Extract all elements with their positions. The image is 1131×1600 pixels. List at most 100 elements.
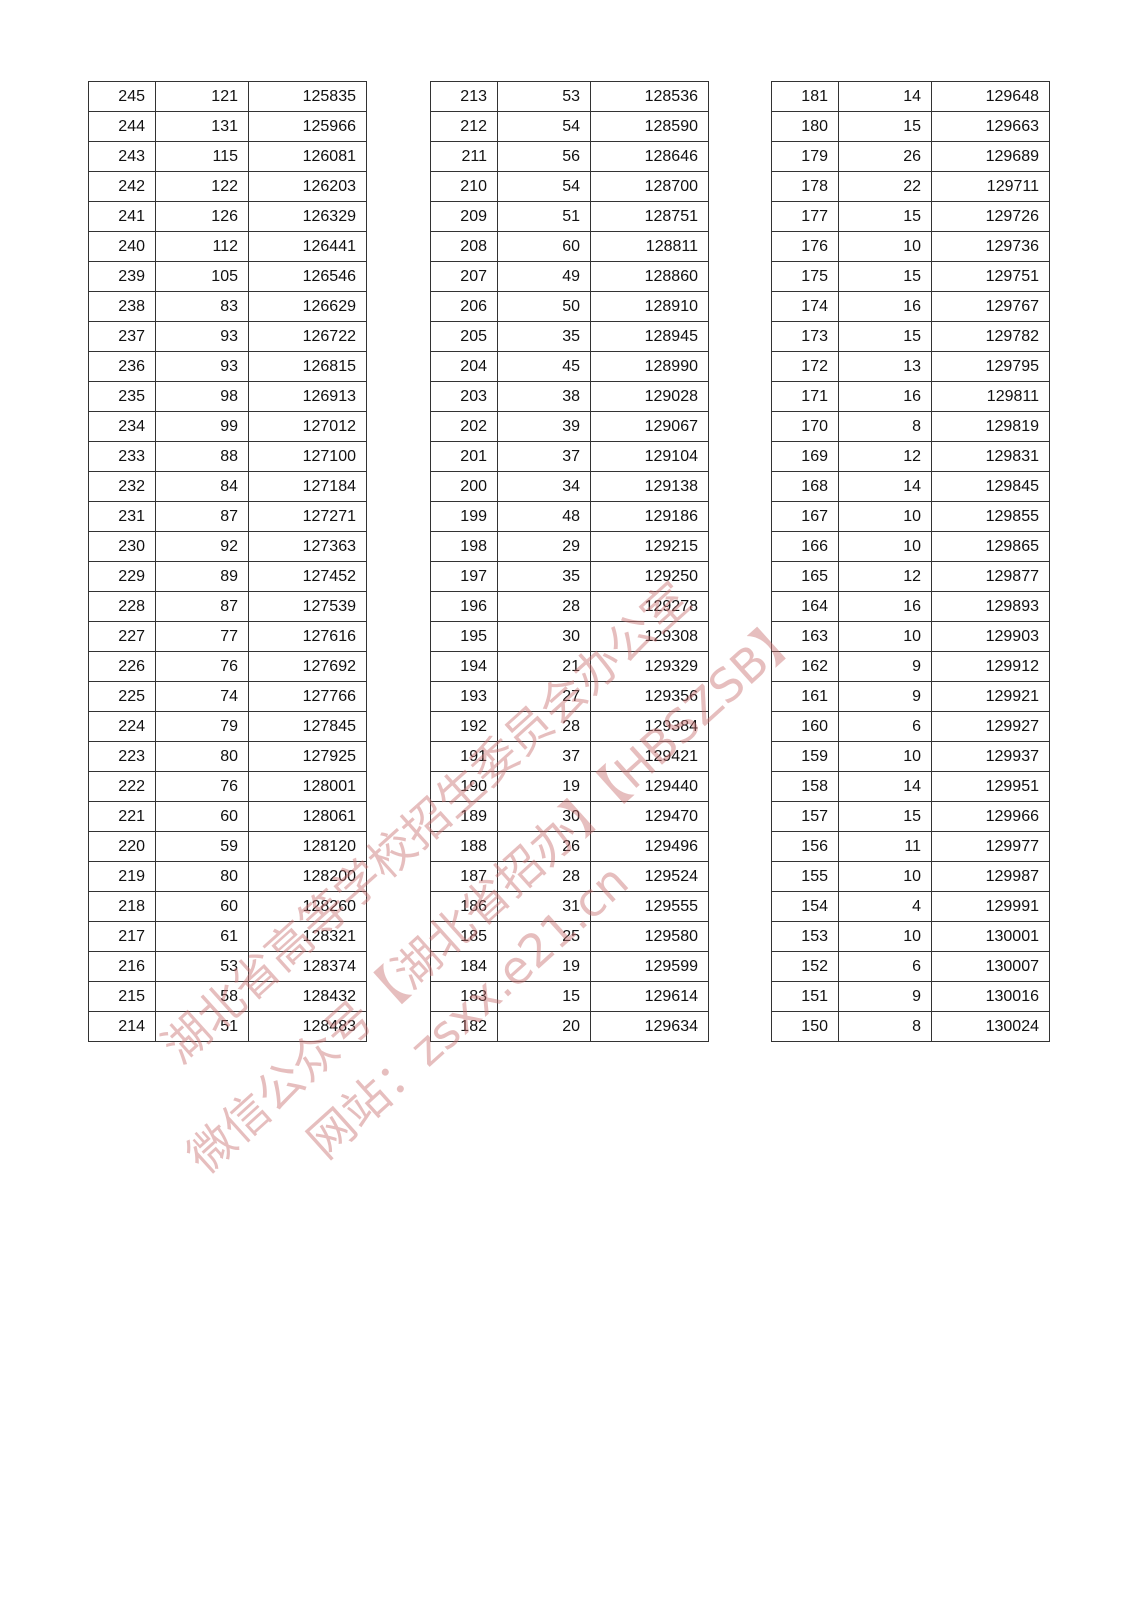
score-cell: 237 xyxy=(88,321,156,352)
cumulative-cell: 129795 xyxy=(931,351,1050,382)
table-row: 222 76 128001 xyxy=(88,771,367,802)
cumulative-cell: 127184 xyxy=(248,471,367,502)
count-cell: 80 xyxy=(155,861,249,892)
cumulative-cell: 129648 xyxy=(931,81,1050,112)
table-row: 180 15 129663 xyxy=(771,111,1050,142)
cumulative-cell: 128200 xyxy=(248,861,367,892)
table-row: 231 87 127271 xyxy=(88,501,367,532)
count-cell: 19 xyxy=(497,951,591,982)
score-cell: 220 xyxy=(88,831,156,862)
count-cell: 30 xyxy=(497,801,591,832)
score-cell: 207 xyxy=(430,261,498,292)
count-cell: 15 xyxy=(838,321,932,352)
cumulative-cell: 128260 xyxy=(248,891,367,922)
count-cell: 105 xyxy=(155,261,249,292)
score-cell: 169 xyxy=(771,441,839,472)
table-row: 211 56 128646 xyxy=(430,141,709,172)
score-cell: 179 xyxy=(771,141,839,172)
table-row: 200 34 129138 xyxy=(430,471,709,502)
count-cell: 77 xyxy=(155,621,249,652)
score-cell: 182 xyxy=(430,1011,498,1042)
cumulative-cell: 129751 xyxy=(931,261,1050,292)
count-cell: 16 xyxy=(838,291,932,322)
count-cell: 12 xyxy=(838,561,932,592)
cumulative-cell: 129278 xyxy=(590,591,709,622)
table-row: 232 84 127184 xyxy=(88,471,367,502)
table-row: 194 21 129329 xyxy=(430,651,709,682)
count-cell: 31 xyxy=(497,891,591,922)
table-row: 153 10 130001 xyxy=(771,921,1050,952)
score-cell: 196 xyxy=(430,591,498,622)
table-row: 235 98 126913 xyxy=(88,381,367,412)
table-row: 151 9 130016 xyxy=(771,981,1050,1012)
count-cell: 14 xyxy=(838,81,932,112)
score-cell: 153 xyxy=(771,921,839,952)
table-row: 227 77 127616 xyxy=(88,621,367,652)
count-cell: 60 xyxy=(497,231,591,262)
cumulative-cell: 129767 xyxy=(931,291,1050,322)
cumulative-cell: 125966 xyxy=(248,111,367,142)
score-table-1: 245 121 125835 244 131 125966 243 115 126081 242 1… xyxy=(88,81,367,1042)
cumulative-cell: 127925 xyxy=(248,741,367,772)
score-cell: 202 xyxy=(430,411,498,442)
score-cell: 224 xyxy=(88,711,156,742)
count-cell: 122 xyxy=(155,171,249,202)
cumulative-cell: 129186 xyxy=(590,501,709,532)
score-cell: 174 xyxy=(771,291,839,322)
score-cell: 189 xyxy=(430,801,498,832)
cumulative-cell: 128646 xyxy=(590,141,709,172)
score-cell: 178 xyxy=(771,171,839,202)
cumulative-cell: 129470 xyxy=(590,801,709,832)
table-row: 160 6 129927 xyxy=(771,711,1050,742)
table-row: 224 79 127845 xyxy=(88,711,367,742)
cumulative-cell: 129912 xyxy=(931,651,1050,682)
table-row: 230 92 127363 xyxy=(88,531,367,562)
score-cell: 206 xyxy=(430,291,498,322)
table-row: 239 105 126546 xyxy=(88,261,367,292)
cumulative-cell: 126815 xyxy=(248,351,367,382)
score-cell: 195 xyxy=(430,621,498,652)
table-row: 159 10 129937 xyxy=(771,741,1050,772)
table-row: 168 14 129845 xyxy=(771,471,1050,502)
count-cell: 28 xyxy=(497,711,591,742)
cumulative-cell: 128061 xyxy=(248,801,367,832)
table-row: 223 80 127925 xyxy=(88,741,367,772)
table-row: 165 12 129877 xyxy=(771,561,1050,592)
count-cell: 34 xyxy=(497,471,591,502)
count-cell: 28 xyxy=(497,591,591,622)
cumulative-cell: 129903 xyxy=(931,621,1050,652)
score-cell: 191 xyxy=(430,741,498,772)
table-row: 184 19 129599 xyxy=(430,951,709,982)
score-cell: 159 xyxy=(771,741,839,772)
score-cell: 180 xyxy=(771,111,839,142)
score-cell: 226 xyxy=(88,651,156,682)
cumulative-cell: 129028 xyxy=(590,381,709,412)
cumulative-cell: 129951 xyxy=(931,771,1050,802)
cumulative-cell: 128120 xyxy=(248,831,367,862)
cumulative-cell: 129921 xyxy=(931,681,1050,712)
table-row: 195 30 129308 xyxy=(430,621,709,652)
count-cell: 76 xyxy=(155,651,249,682)
table-row: 155 10 129987 xyxy=(771,861,1050,892)
score-cell: 201 xyxy=(430,441,498,472)
cumulative-cell: 129067 xyxy=(590,411,709,442)
score-cell: 185 xyxy=(430,921,498,952)
score-cell: 151 xyxy=(771,981,839,1012)
count-cell: 53 xyxy=(155,951,249,982)
cumulative-cell: 126329 xyxy=(248,201,367,232)
table-row: 209 51 128751 xyxy=(430,201,709,232)
cumulative-cell: 129877 xyxy=(931,561,1050,592)
count-cell: 48 xyxy=(497,501,591,532)
cumulative-cell: 127539 xyxy=(248,591,367,622)
score-cell: 235 xyxy=(88,381,156,412)
score-cell: 234 xyxy=(88,411,156,442)
count-cell: 37 xyxy=(497,741,591,772)
score-cell: 172 xyxy=(771,351,839,382)
count-cell: 38 xyxy=(497,381,591,412)
score-cell: 213 xyxy=(430,81,498,112)
count-cell: 10 xyxy=(838,621,932,652)
table-row: 220 59 128120 xyxy=(88,831,367,862)
score-cell: 173 xyxy=(771,321,839,352)
cumulative-cell: 127766 xyxy=(248,681,367,712)
cumulative-cell: 126629 xyxy=(248,291,367,322)
